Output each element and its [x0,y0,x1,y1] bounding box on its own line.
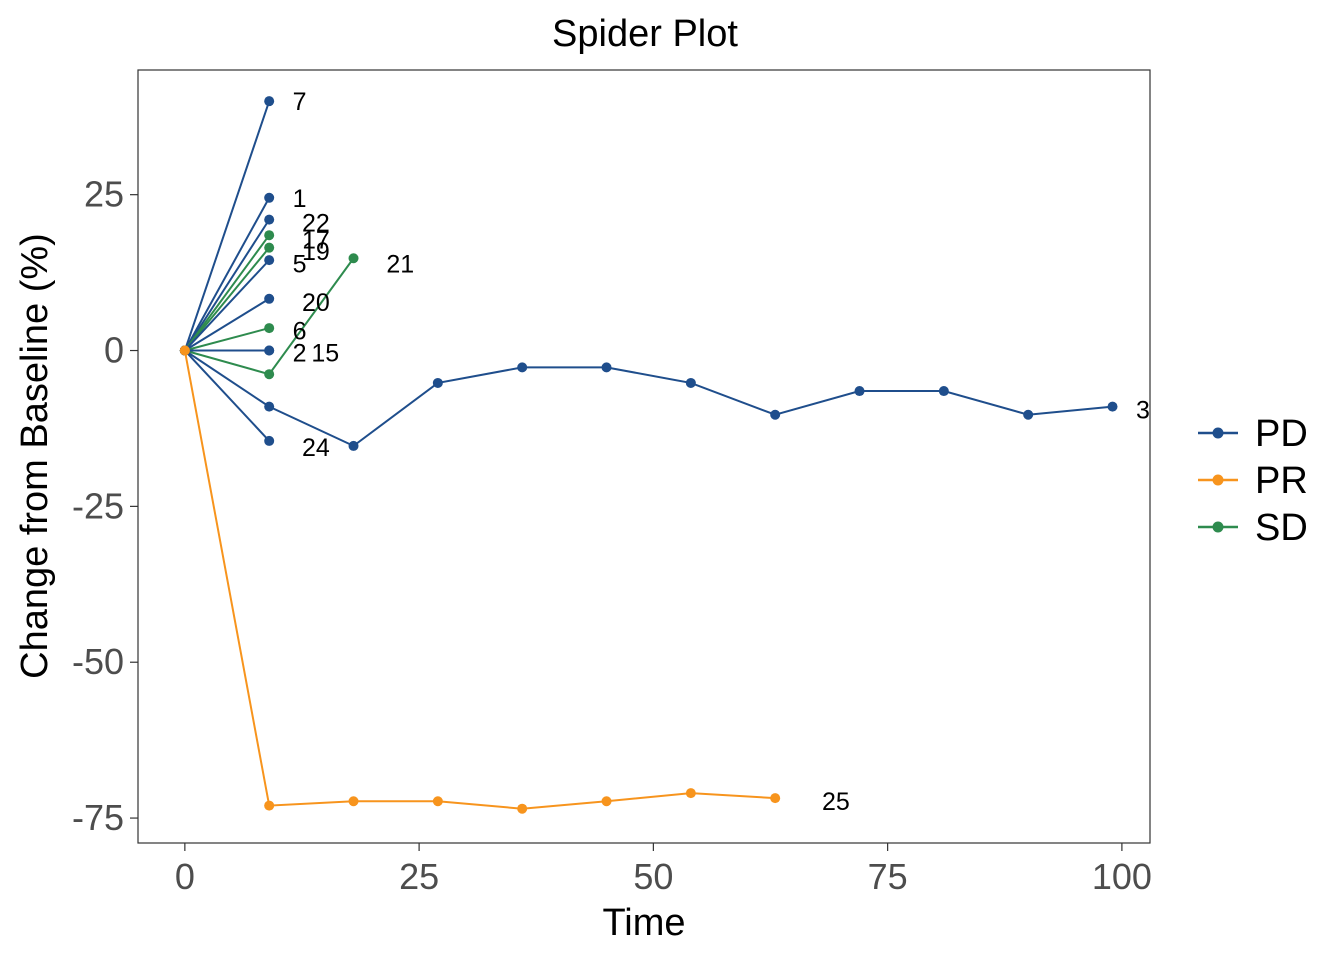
y-axis: -75 -50 -25 0 25 [72,174,138,838]
data-point [264,96,275,107]
series-3 [179,345,1118,451]
legend-label: PD [1255,413,1308,455]
data-point [264,214,275,225]
point-label-5: 5 [293,250,307,278]
point-label-15: 15 [311,339,339,367]
point-label-22: 22 [302,210,330,238]
x-tick-label: 25 [399,856,439,897]
x-tick-label: 100 [1092,856,1152,897]
legend-label: SD [1255,507,1308,549]
point-label-2: 2 [293,339,307,367]
data-point [264,800,275,811]
data-point [770,793,781,804]
data-point [685,788,696,799]
series-layer [179,96,1118,814]
series-line-20 [184,297,270,352]
data-point [432,796,443,807]
point-label-25: 25 [822,788,850,816]
point-label-19: 19 [302,238,330,266]
point-label-24: 24 [302,434,330,462]
data-point [348,253,359,264]
data-point [348,796,359,807]
y-tick-label: -50 [72,641,124,682]
series-25 [179,345,781,814]
y-axis-title: Change from Baseline (%) [14,233,56,679]
data-point [770,409,781,420]
legend-label: PR [1255,460,1308,502]
point-label-17: 17 [302,227,330,255]
legend-item-pr: PR [1198,460,1308,502]
data-point [348,440,359,451]
legend-item-pd: PD [1198,413,1308,455]
series-line-19 [184,247,270,352]
series-line-1 [183,197,271,352]
point-label-3: 3 [1136,397,1150,425]
data-point [685,377,696,388]
point-label-20: 20 [302,289,330,317]
data-point [517,362,528,373]
data-point [854,386,865,397]
x-axis-title: Time [602,902,685,944]
data-point [601,362,612,373]
data-point [264,293,275,304]
series-line-6 [184,327,270,352]
chart-title: Spider Plot [552,13,738,55]
point-label-7: 7 [293,88,307,116]
data-point [264,255,275,266]
series-line-22 [184,219,271,352]
data-point [264,401,275,412]
x-tick-label: 50 [633,856,673,897]
series-line-17 [184,234,270,352]
legend-key-point [1212,521,1224,533]
point-label-6: 6 [293,318,307,346]
legend-key-point [1212,427,1224,439]
series-line-7 [183,100,271,351]
legend-item-sd: SD [1198,507,1308,549]
data-point [432,377,443,388]
data-point [1023,409,1034,420]
data-point [1107,401,1118,412]
y-tick-label: -75 [72,797,124,838]
data-point [264,323,275,334]
x-tick-label: 0 [175,856,195,897]
y-tick-label: 0 [104,330,124,371]
data-point [264,345,275,356]
legend: PD PR SD [1198,413,1308,549]
legend-key-point [1212,474,1224,486]
data-point [264,435,275,446]
data-point [517,803,528,814]
plot-panel [137,69,1151,844]
data-point [264,192,275,203]
data-point [938,386,949,397]
series-line-5 [184,259,270,352]
series-line-3 [184,349,1113,448]
y-tick-label: 25 [84,174,124,215]
series-line-25 [183,350,776,810]
data-point [264,230,275,241]
point-label-21: 21 [386,250,414,278]
baseline-point [179,345,190,356]
data-point [264,242,275,253]
data-point [601,796,612,807]
point-label-1: 1 [293,185,307,213]
x-tick-label: 75 [868,856,908,897]
x-axis: 0 25 50 75 100 [175,843,1152,897]
y-tick-label: -25 [72,485,124,526]
series-line-24 [184,349,270,442]
data-point [264,369,275,380]
